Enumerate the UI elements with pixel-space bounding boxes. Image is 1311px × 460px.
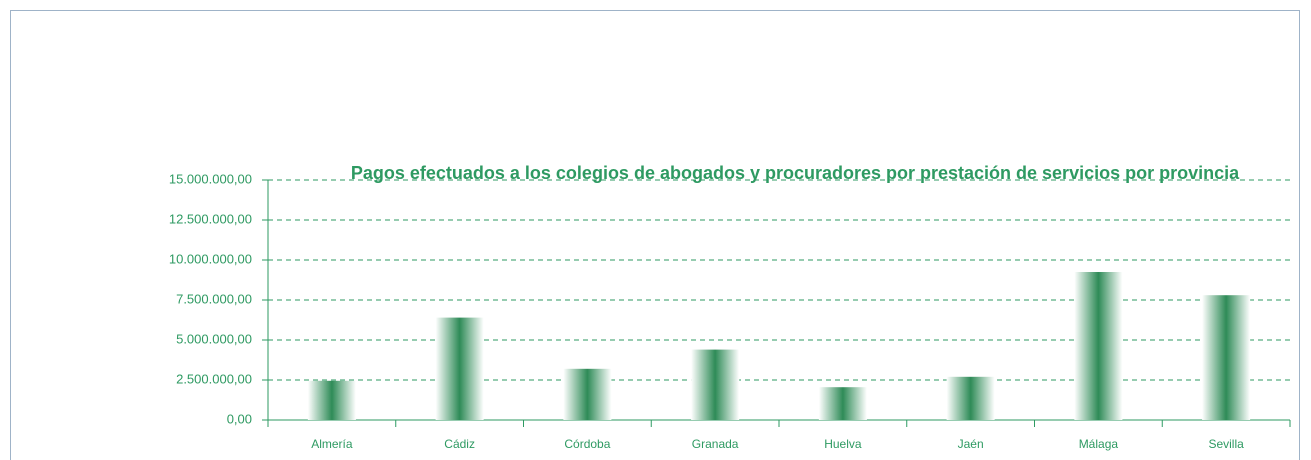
x-tick-label: Jaén — [958, 437, 984, 451]
x-tick-label: Almería — [311, 437, 353, 451]
bar — [435, 317, 484, 420]
x-tick-label: Sevilla — [1208, 437, 1244, 451]
y-tick-label: 0,00 — [227, 411, 252, 426]
frame — [10, 10, 1300, 460]
bar — [1074, 272, 1123, 420]
x-tick-label: Cádiz — [444, 437, 475, 451]
bar — [307, 380, 356, 420]
bar — [563, 368, 612, 420]
y-tick-label: 10.000.000,00 — [169, 251, 252, 266]
bar — [818, 387, 867, 420]
bar — [1202, 295, 1251, 420]
bar — [946, 376, 995, 420]
bar — [691, 349, 740, 420]
y-tick-label: 5.000.000,00 — [176, 331, 252, 346]
y-tick-label: 12.500.000,00 — [169, 211, 252, 226]
x-tick-label: Huelva — [824, 437, 862, 451]
y-tick-label: 7.500.000,00 — [176, 291, 252, 306]
x-tick-label: Granada — [692, 437, 739, 451]
y-tick-label: 2.500.000,00 — [176, 371, 252, 386]
y-tick-label: 15.000.000,00 — [169, 171, 252, 186]
chart-title: Pagos efectuados a los colegios de aboga… — [351, 163, 1240, 183]
x-tick-label: Córdoba — [564, 437, 610, 451]
x-tick-label: Málaga — [1079, 437, 1119, 451]
